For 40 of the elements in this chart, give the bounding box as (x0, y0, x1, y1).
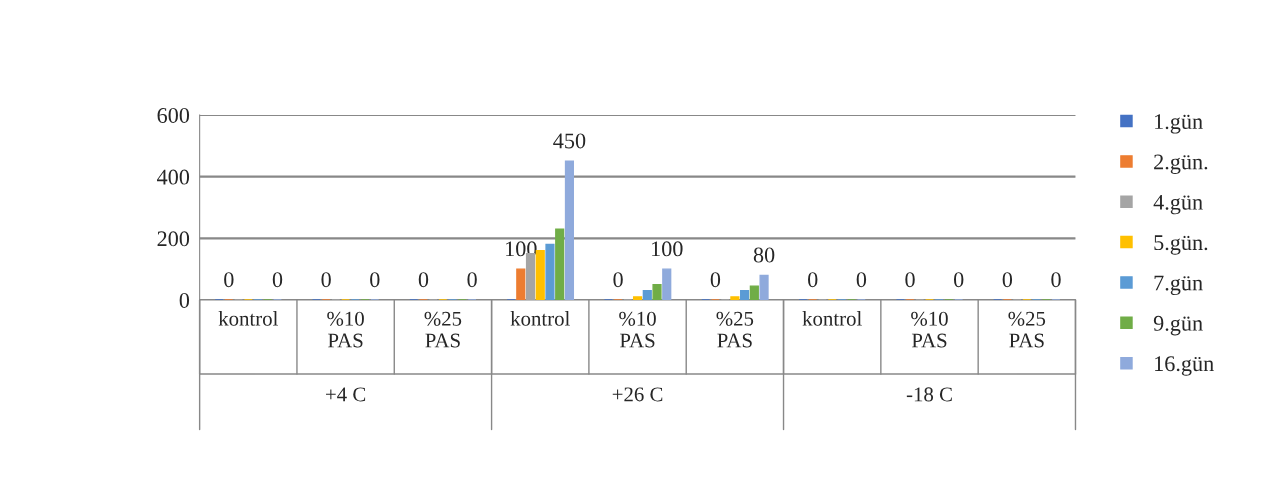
legend-label: 4.gün (1153, 194, 1203, 215)
legend-label: 9.gün (1153, 315, 1203, 336)
text: -18 C (906, 387, 952, 402)
x-tick-label: %10 PAS (911, 311, 948, 348)
y-tick-label: 400 (157, 169, 190, 185)
data-label: 0 (418, 272, 429, 288)
x-tick-label: %10 PAS (619, 311, 656, 348)
data-label: 80 (753, 247, 775, 263)
data-label: 0 (613, 272, 623, 288)
data-label: 0 (224, 272, 234, 288)
x-tick-label: %25 PAS (424, 311, 462, 348)
data-label: 0 (953, 272, 964, 288)
data-label: 0 (905, 272, 915, 288)
x-tick-label: %25 PAS (716, 311, 754, 348)
text: +26 C (612, 387, 663, 402)
legend-label: 7.gün (1154, 275, 1203, 296)
data-label: 0 (1051, 272, 1061, 288)
legend-label: 16.gün (1155, 356, 1214, 376)
data-label: 450 (553, 133, 586, 149)
data-label: 0 (856, 272, 867, 288)
data-label: 0 (710, 272, 721, 288)
legend-label: 5.gün. (1154, 235, 1208, 255)
x-tick-label: kontrol (510, 311, 570, 326)
legend-label: 1.gün (1155, 114, 1203, 134)
y-tick-label: 0 (179, 292, 190, 308)
data-label: 0 (467, 272, 477, 288)
data-label: 0 (808, 272, 818, 288)
legend-label: 2.gün. (1154, 154, 1208, 174)
x-tick-label: %10 PAS (327, 311, 364, 348)
x-tick-label: kontrol (218, 311, 278, 326)
y-tick-label: 600 (157, 107, 190, 123)
data-label: 0 (1002, 272, 1013, 288)
x-tick-label: %25 PAS (1008, 311, 1046, 348)
text: +4 C (326, 387, 366, 402)
y-tick-label: 200 (157, 231, 190, 247)
data-label: 0 (370, 272, 380, 288)
data-label: 0 (321, 272, 331, 288)
x-tick-label: kontrol (802, 311, 862, 326)
data-label: 0 (272, 272, 283, 288)
data-label: 100 (652, 241, 683, 257)
